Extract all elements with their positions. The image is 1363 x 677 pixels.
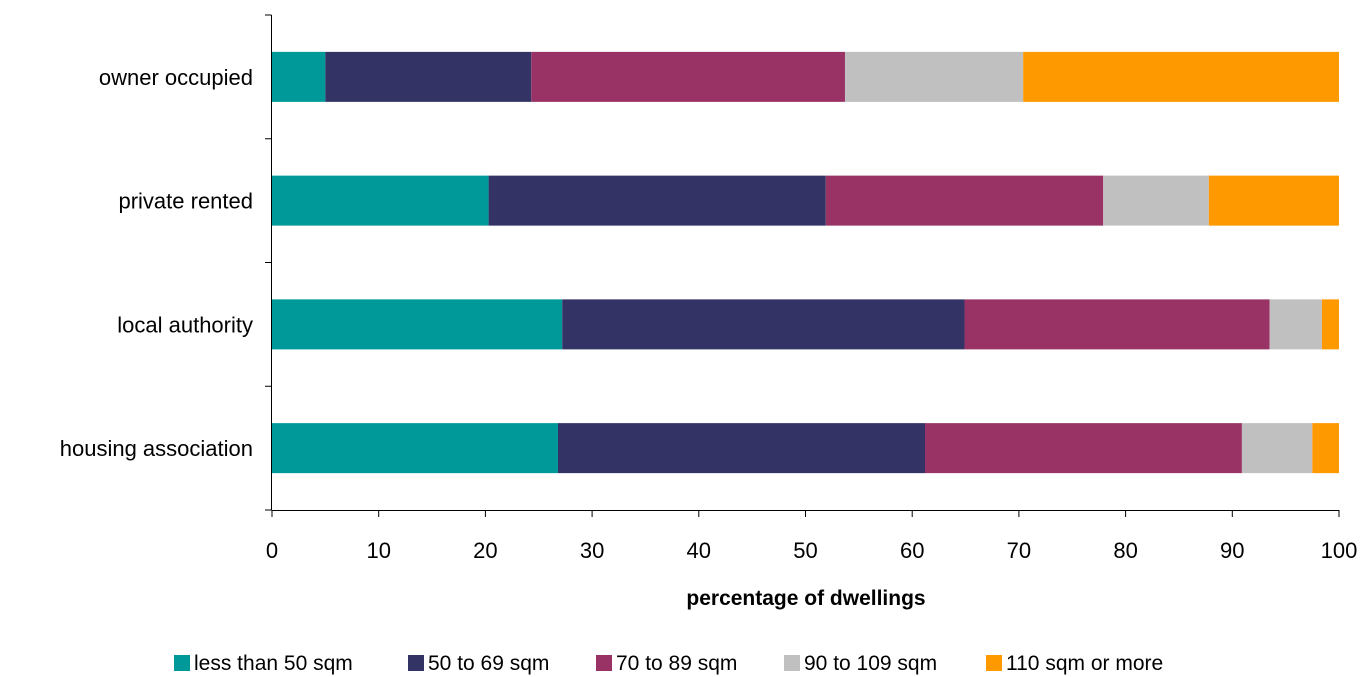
bar-segment	[562, 299, 965, 350]
x-tick-label: 0	[266, 538, 278, 563]
bar-segment	[925, 423, 1242, 474]
bar-segment	[272, 423, 558, 474]
x-tick-label: 20	[473, 538, 497, 563]
bar-segment	[557, 423, 926, 474]
x-tick-label: 50	[793, 538, 817, 563]
x-tick-label: 40	[687, 538, 711, 563]
legend-swatch	[596, 655, 612, 671]
bar-segment	[1321, 299, 1339, 350]
bar-segment	[272, 51, 326, 102]
legend-label: 110 sqm or more	[1006, 652, 1163, 675]
bar-segment	[272, 175, 489, 226]
bar-segment	[825, 175, 1104, 226]
bar-segment	[1208, 175, 1339, 226]
axes-layer	[265, 14, 1340, 517]
x-tick-label: 80	[1113, 538, 1137, 563]
legend-label: 70 to 89 sqm	[616, 652, 737, 675]
x-tick-label: 70	[1007, 538, 1031, 563]
x-tick-label: 10	[366, 538, 390, 563]
bar-segment	[1103, 175, 1209, 226]
x-tick-label: 100	[1321, 538, 1358, 563]
bar-segment	[844, 51, 1024, 102]
legend-label: 50 to 69 sqm	[428, 652, 549, 675]
bar-segment	[1023, 51, 1339, 102]
x-tick-labels: 0 10 20 30 40 50 60 70 80 90 100	[266, 538, 1357, 563]
legend-swatch	[784, 655, 800, 671]
category-label: private rented	[118, 189, 253, 214]
legend-swatch	[408, 655, 424, 671]
category-label: local authority	[117, 312, 253, 337]
legend-swatch	[174, 655, 190, 671]
bars-layer	[272, 51, 1339, 474]
x-tick-label: 30	[580, 538, 604, 563]
x-tick-label: 90	[1220, 538, 1244, 563]
bar-segment	[1312, 423, 1339, 474]
bar-segment	[964, 299, 1270, 350]
bar-segment	[488, 175, 826, 226]
category-label: housing association	[60, 436, 253, 461]
bar-segment	[1241, 423, 1313, 474]
legend-label: 90 to 109 sqm	[804, 652, 937, 675]
bar-segment	[531, 51, 845, 102]
x-tick-label: 60	[900, 538, 924, 563]
category-labels: owner occupied private rented local author…	[60, 65, 253, 461]
bar-segment	[1269, 299, 1322, 350]
legend-label: less than 50 sqm	[194, 652, 353, 675]
legend: less than 50 sqm 50 to 69 sqm 70 to 89 sqm…	[174, 652, 1163, 675]
bar-segment	[325, 51, 532, 102]
category-label: owner occupied	[99, 65, 253, 90]
x-axis-title: percentage of dwellings	[686, 587, 925, 610]
bar-segment	[272, 299, 563, 350]
legend-swatch	[986, 655, 1002, 671]
